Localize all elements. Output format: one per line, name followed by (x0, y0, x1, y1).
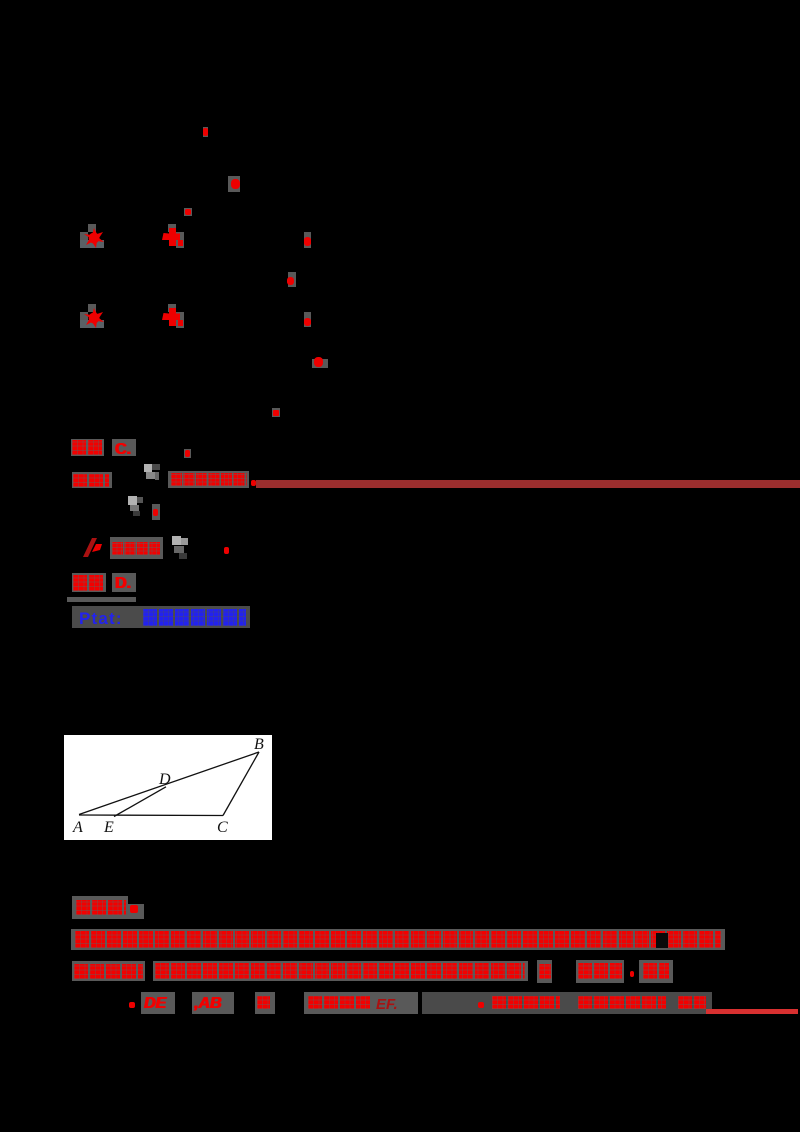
svg-text:B: B (254, 736, 264, 753)
svg-text:E: E (103, 819, 114, 836)
svg-text:D: D (158, 771, 171, 788)
svg-text:C: C (217, 819, 228, 836)
svg-text:A: A (72, 819, 83, 836)
